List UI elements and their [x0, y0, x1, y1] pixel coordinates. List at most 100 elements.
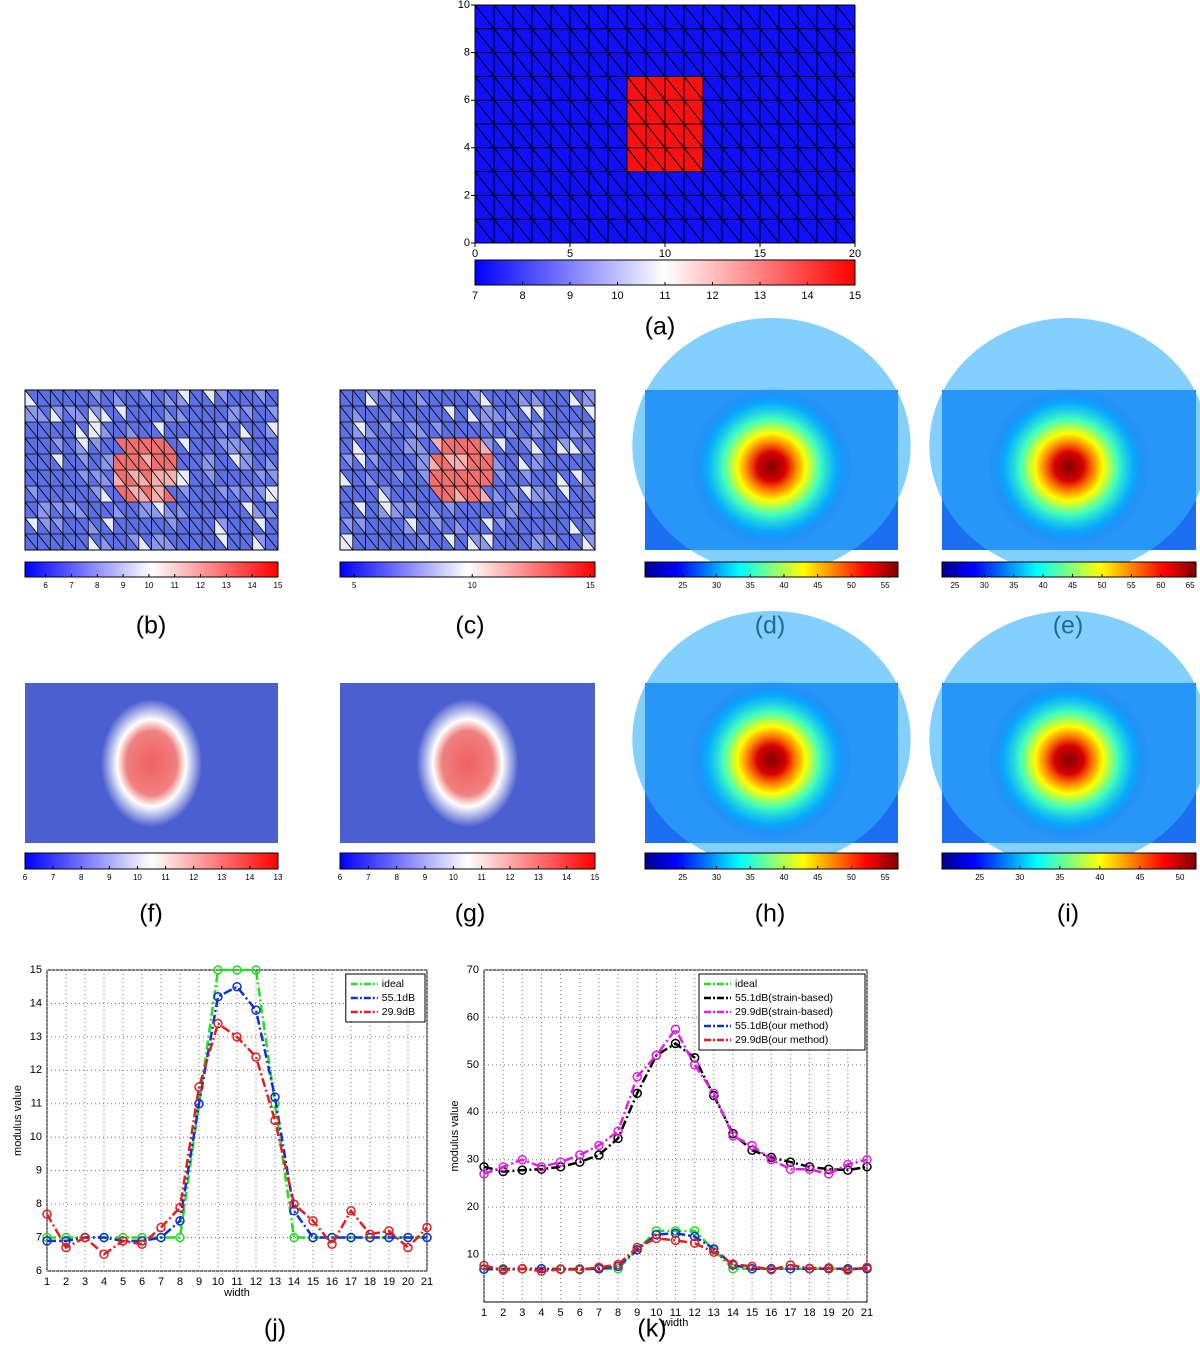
- y-tick-label: 0: [464, 237, 470, 249]
- series-marker: [213, 992, 223, 1002]
- series-line: [484, 1231, 867, 1271]
- colorbar-tick-label: 25: [975, 873, 984, 882]
- x-tick-label: 4: [538, 1307, 544, 1319]
- y-tick-label: 9: [36, 1165, 42, 1177]
- series-marker: [709, 1247, 719, 1257]
- x-tick-label: 19: [823, 1307, 835, 1319]
- x-tick-label: 8: [177, 1276, 183, 1288]
- colorbar-tick-label: 40: [1095, 873, 1104, 882]
- series-marker: [555, 1264, 566, 1275]
- series-marker: [632, 1242, 642, 1253]
- colorbar-tick-label: 35: [746, 873, 755, 882]
- series-marker: [251, 1052, 261, 1062]
- colorbar-tick-label: 12: [506, 873, 515, 882]
- heatmap: [632, 318, 911, 574]
- heatmap-blob: [690, 679, 853, 840]
- colorbar-tick-label: 9: [567, 290, 573, 302]
- series-marker: [118, 1236, 128, 1246]
- colorbar-tick-label: 13: [217, 873, 226, 882]
- series-marker: [403, 1242, 413, 1253]
- panel-label: (j): [264, 1315, 286, 1343]
- y-tick-label: 70: [467, 964, 479, 976]
- series-marker: [384, 1226, 394, 1236]
- colorbar-tick-label: 10: [611, 290, 623, 302]
- x-tick-label: 20: [842, 1307, 854, 1319]
- panel-label: (a): [645, 313, 676, 341]
- x-tick-label: 16: [326, 1276, 338, 1288]
- series-marker: [670, 1235, 681, 1246]
- series-marker: [823, 1164, 834, 1174]
- colorbar-tick-label: 13: [534, 873, 543, 882]
- series-marker: [232, 1032, 242, 1042]
- series-marker: [42, 1236, 52, 1246]
- series-marker: [289, 1206, 299, 1216]
- heatmap: [339, 389, 596, 551]
- series-marker: [862, 1162, 872, 1172]
- colorbar-tick-label: 25: [678, 873, 687, 882]
- x-tick-label: 18: [364, 1276, 376, 1288]
- x-tick-label: 6: [577, 1307, 583, 1319]
- series-marker: [479, 1162, 489, 1172]
- colorbar-tick-label: 55: [881, 581, 890, 590]
- y-tick-label: 10: [30, 1131, 42, 1143]
- x-tick-label: 12: [689, 1307, 701, 1319]
- x-tick-label: 17: [784, 1307, 796, 1319]
- colorbar-tick-label: 45: [813, 873, 822, 882]
- series-marker: [517, 1264, 528, 1274]
- colorbar-tick-label: 9: [423, 873, 428, 882]
- colorbar-tick-label: 45: [1068, 581, 1077, 590]
- colorbar-tick-label: 10: [468, 581, 477, 590]
- legend-label: 55.1dB(strain-based): [735, 992, 833, 1004]
- heatmap: [929, 611, 1200, 867]
- colorbar-tick-label: 35: [1055, 873, 1064, 882]
- x-tick-label: 15: [754, 248, 766, 260]
- series-marker: [670, 1024, 681, 1035]
- mesh-cell: [62, 470, 76, 486]
- mesh-cell: [62, 390, 76, 406]
- series-marker: [594, 1140, 604, 1151]
- x-tick-label: 13: [269, 1276, 281, 1288]
- x-tick-label: 7: [158, 1276, 164, 1288]
- y-tick-label: 11: [31, 1098, 42, 1110]
- series-marker: [632, 1088, 642, 1099]
- series-marker: [365, 1229, 375, 1239]
- y-tick-label: 2: [464, 189, 470, 201]
- colorbar-tick-label: 6: [338, 873, 343, 882]
- series-marker: [232, 981, 242, 992]
- series-marker: [785, 1157, 796, 1167]
- panel-label: (f): [139, 900, 163, 928]
- series-marker: [728, 1264, 738, 1274]
- colorbar-tick-label: 9: [121, 581, 126, 590]
- y-tick-label: 10: [458, 0, 470, 11]
- series-marker: [670, 1228, 681, 1238]
- series-marker: [194, 1099, 204, 1109]
- x-tick-label: 21: [861, 1307, 873, 1319]
- panel-label: (i): [1057, 900, 1079, 928]
- series-marker: [728, 1131, 738, 1141]
- legend-label: 55.1dB: [382, 992, 415, 1004]
- panel-label: (c): [455, 612, 484, 640]
- colorbar-tick-label: 12: [196, 581, 205, 590]
- colorbar-tick-label: 9: [107, 873, 112, 882]
- series-marker: [843, 1265, 853, 1275]
- series-marker: [613, 1126, 623, 1137]
- series-marker: [862, 1262, 872, 1273]
- colorbar-tick-label: 12: [706, 290, 718, 302]
- colorbar-tick-label: 40: [1039, 581, 1048, 590]
- y-tick-label: 8: [464, 47, 470, 59]
- colorbar-tick-label: 6: [43, 581, 48, 590]
- series-marker: [862, 1154, 872, 1165]
- colorbar-tick-label: 7: [366, 873, 371, 882]
- colorbar-tick-label: 8: [394, 873, 399, 882]
- x-tick-label: 3: [519, 1307, 525, 1319]
- y-tick-label: 20: [467, 1201, 479, 1213]
- y-tick-label: 50: [467, 1059, 479, 1071]
- y-axis-label: modulus value: [449, 1101, 461, 1172]
- x-tick-label: 1: [44, 1276, 50, 1288]
- mesh: [474, 4, 856, 244]
- y-tick-label: 60: [467, 1011, 479, 1023]
- colorbar-tick-label: 55: [1127, 581, 1136, 590]
- x-tick-label: 1: [481, 1307, 487, 1319]
- x-tick-label: 5: [558, 1307, 564, 1319]
